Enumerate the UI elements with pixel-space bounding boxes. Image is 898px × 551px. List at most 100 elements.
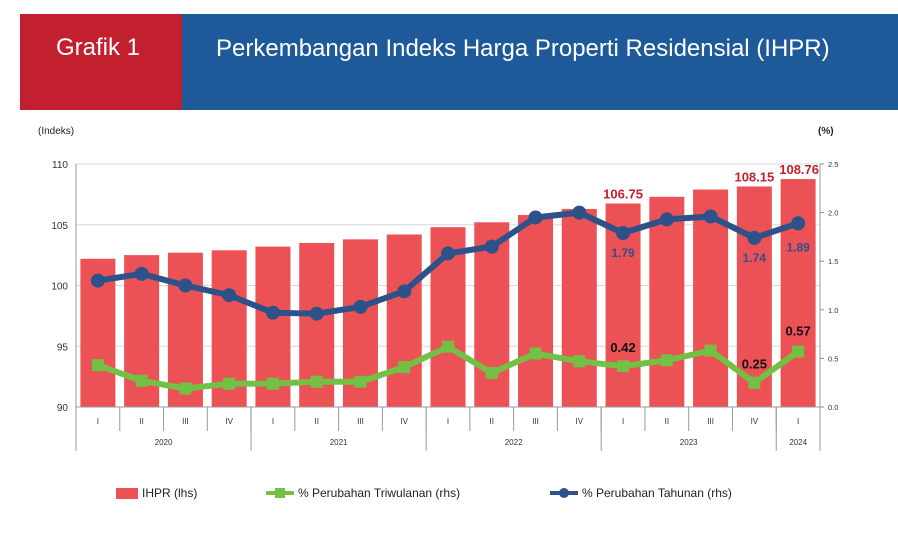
point-triwulanan — [617, 360, 630, 373]
x-year-label: 2020 — [155, 438, 173, 447]
point-triwulanan — [135, 374, 148, 387]
legend-label-tahunan: % Perubahan Tahunan (rhs) — [582, 486, 732, 500]
x-tick-label: IV — [400, 417, 408, 426]
y-left-tick-label: 105 — [51, 221, 68, 232]
point-tahunan — [616, 226, 631, 241]
point-tahunan — [265, 305, 280, 320]
x-tick-label: II — [139, 417, 143, 426]
data-label-ihpr: 108.76 — [779, 162, 819, 177]
legend-swatch-triwulanan — [266, 487, 294, 499]
data-label-ihpr: 106.75 — [603, 186, 643, 201]
x-tick-label: III — [357, 417, 364, 426]
y-right-tick-label: 2.5 — [828, 160, 838, 169]
data-label-tahunan: 1.79 — [611, 246, 635, 260]
chart-number-label: Grafik 1 — [56, 34, 141, 61]
y-left-tick-label: 110 — [52, 160, 68, 171]
point-tahunan — [178, 278, 193, 293]
x-year-label: 2021 — [330, 438, 348, 447]
bar-ihpr — [386, 234, 422, 407]
y-right-tick-label: 0.0 — [828, 403, 838, 412]
data-label-tahunan: 1.74 — [743, 251, 767, 265]
point-tahunan — [309, 306, 324, 321]
bar-ihpr — [780, 179, 816, 407]
point-tahunan — [397, 284, 412, 299]
x-tick-label: I — [797, 417, 799, 426]
y-right-tick-label: 1.5 — [828, 257, 838, 266]
x-year-label: 2023 — [680, 438, 698, 447]
x-tick-label: I — [622, 417, 624, 426]
x-tick-label: III — [707, 417, 714, 426]
y-right-unit-label: (%) — [818, 126, 834, 137]
x-tick-label: I — [97, 417, 99, 426]
point-tahunan — [572, 205, 587, 220]
point-triwulanan — [485, 366, 498, 379]
point-tahunan — [441, 246, 455, 261]
point-triwulanan — [529, 347, 542, 360]
legend-item-ihpr: IHPR (lhs) — [116, 486, 197, 500]
point-tahunan — [747, 230, 762, 245]
x-tick-label: II — [665, 417, 669, 426]
point-tahunan — [659, 212, 674, 227]
x-tick-label: I — [272, 417, 274, 426]
x-tick-label: IV — [225, 417, 233, 426]
point-tahunan — [791, 216, 806, 231]
data-label-triwulanan: 0.25 — [742, 357, 767, 372]
x-tick-label: IV — [576, 417, 584, 426]
chart-area: 90 95 100 105 110 0.0 0.5 1.0 1.5 2.0 2.5 (Indeks) (… — [38, 126, 838, 451]
bar-ihpr — [518, 215, 554, 407]
point-tahunan — [353, 299, 368, 314]
point-triwulanan — [354, 375, 367, 388]
bar-ihpr — [649, 196, 685, 407]
header-label-panel — [20, 14, 182, 110]
y-right-tick-label: 1.0 — [828, 306, 838, 315]
chart-title: Perkembangan Indeks Harga Properti Resid… — [216, 35, 830, 62]
y-right-tick-label: 0.5 — [828, 354, 838, 363]
point-triwulanan — [223, 377, 236, 390]
x-tick-label: III — [182, 417, 189, 426]
y-left-unit-label: (Indeks) — [38, 126, 74, 137]
data-label-triwulanan: 0.42 — [610, 340, 635, 355]
bar-ihpr — [736, 186, 772, 407]
point-triwulanan — [91, 359, 104, 372]
bar-ihpr — [561, 208, 597, 407]
legend-label-triwulanan: % Perubahan Triwulanan (rhs) — [298, 486, 461, 500]
x-year-label: 2024 — [789, 438, 807, 447]
point-triwulanan — [266, 377, 279, 390]
point-triwulanan — [398, 361, 411, 374]
legend-item-tahunan: % Perubahan Tahunan (rhs) — [550, 486, 732, 500]
x-tick-label: II — [314, 417, 318, 426]
x-year-label: 2022 — [505, 438, 523, 447]
point-tahunan — [90, 273, 105, 288]
point-tahunan — [703, 209, 718, 224]
point-triwulanan — [179, 382, 192, 395]
x-tick-label: II — [490, 417, 494, 426]
point-tahunan — [484, 239, 499, 254]
legend-label-ihpr: IHPR (lhs) — [142, 486, 198, 500]
point-triwulanan — [792, 345, 805, 358]
y-left-tick-label: 100 — [51, 282, 68, 293]
y-left-tick-label: 95 — [57, 342, 69, 353]
point-triwulanan — [442, 340, 454, 353]
y-left-tick-label: 90 — [57, 403, 69, 414]
point-tahunan — [528, 210, 543, 225]
point-triwulanan — [310, 375, 323, 388]
header-title-panel — [182, 14, 898, 110]
data-label-tahunan: 1.89 — [786, 240, 810, 254]
point-triwulanan — [748, 376, 761, 389]
x-tick-label: III — [532, 417, 539, 426]
x-tick-label: IV — [751, 417, 759, 426]
legend-swatch-ihpr — [116, 487, 138, 499]
data-label-triwulanan: 0.57 — [785, 324, 810, 339]
y-right-tick-label: 2.0 — [828, 209, 838, 218]
point-tahunan — [134, 266, 149, 281]
bar-ihpr — [167, 252, 203, 407]
legend-swatch-tahunan — [550, 487, 578, 499]
point-triwulanan — [660, 354, 673, 367]
legend-item-triwulanan: % Perubahan Triwulanan (rhs) — [266, 486, 460, 500]
point-triwulanan — [573, 355, 586, 368]
x-tick-label: I — [447, 417, 449, 426]
point-triwulanan — [704, 344, 717, 357]
data-label-ihpr: 108.15 — [734, 169, 774, 184]
point-tahunan — [222, 288, 237, 303]
bar-ihpr — [693, 189, 729, 407]
